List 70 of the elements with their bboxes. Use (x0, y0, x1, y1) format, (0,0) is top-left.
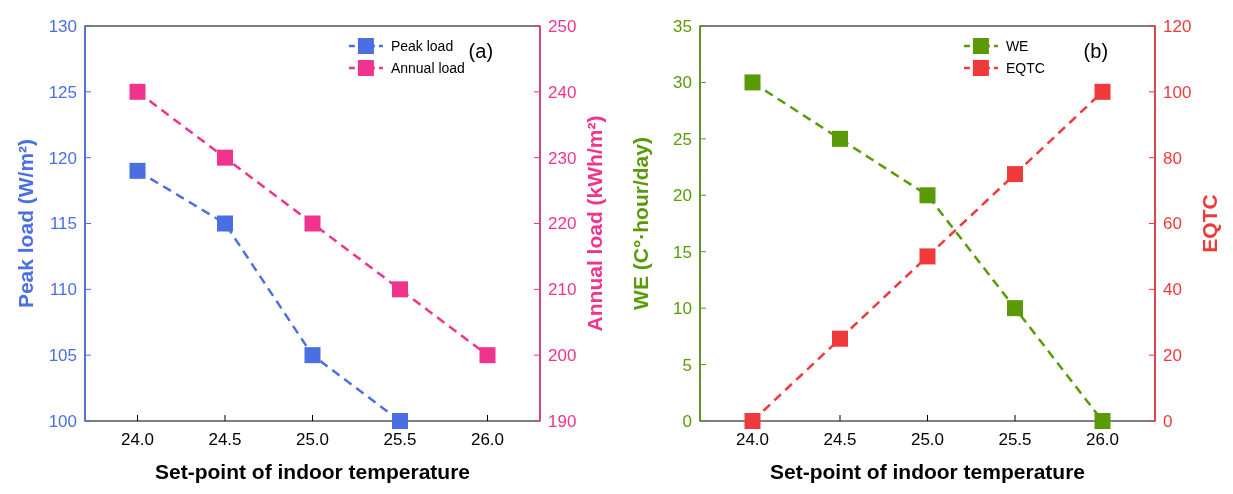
y-tick-label: 110 (49, 280, 77, 300)
point (1007, 166, 1023, 183)
y2-tick-label: 190 (548, 411, 577, 431)
point (217, 149, 233, 166)
x-tick-label: 26.0 (1085, 430, 1120, 449)
x-tick-label: 24.5 (823, 430, 857, 449)
point (744, 413, 761, 429)
y-tick-label: 20 (673, 186, 692, 206)
y-tick-label: 10 (673, 299, 692, 319)
y2-tick-label: 120 (1163, 16, 1192, 36)
y2-tick-label: 230 (548, 148, 577, 168)
y2-tick-label: 200 (548, 346, 577, 366)
x-tick-label: 25.0 (910, 430, 945, 449)
y-tick-label: 115 (49, 214, 77, 234)
point (919, 187, 936, 204)
point (217, 215, 233, 232)
y-tick-label: 35 (673, 16, 692, 36)
x-tick-label: 24.0 (120, 430, 155, 449)
y2-axis-title: EQTC (1198, 194, 1221, 253)
x-tick-label: 26.0 (470, 430, 505, 449)
x-tick-label: 25.0 (295, 430, 330, 449)
point (832, 330, 848, 347)
y-tick-label: 5 (682, 355, 692, 375)
y-axis-title: Peak load (W/m²) (14, 138, 37, 309)
y-tick-label: 105 (48, 346, 77, 366)
y-tick-label: 0 (682, 411, 692, 431)
y-tick-label: 130 (48, 16, 77, 36)
y2-tick-label: 40 (1163, 280, 1182, 300)
legend-label: WE (1005, 37, 1029, 54)
point (392, 281, 408, 298)
point (1094, 83, 1111, 100)
x-tick-label: 24.0 (735, 430, 770, 449)
x-axis-title: Set-point of indoor temperature (770, 460, 1085, 483)
y2-axis-title: Annual load (kWh/m²) (583, 115, 606, 332)
y2-tick-label: 220 (548, 214, 577, 234)
x-tick-label: 25.5 (998, 430, 1032, 449)
annotation: (a) (468, 40, 494, 62)
point (919, 248, 936, 265)
point (832, 130, 848, 147)
point (304, 347, 321, 364)
y2-tick-label: 60 (1163, 214, 1182, 234)
point (304, 215, 321, 232)
x-tick-label: 25.5 (383, 430, 417, 449)
x-tick-label: 24.5 (208, 430, 242, 449)
point (392, 413, 408, 429)
x-axis-title: Set-point of indoor temperature (155, 460, 470, 483)
point (1094, 413, 1111, 429)
legend-label: Annual load (390, 59, 465, 76)
y2-tick-label: 0 (1163, 411, 1173, 431)
y-tick-label: 120 (48, 148, 77, 168)
y-tick-label: 125 (48, 82, 77, 102)
y2-tick-label: 250 (548, 16, 577, 36)
y-tick-label: 100 (48, 411, 77, 431)
y-tick-label: 15 (673, 242, 692, 262)
annotation: (b) (1083, 40, 1109, 62)
y2-tick-label: 210 (548, 280, 577, 300)
point (744, 74, 761, 91)
point (129, 162, 146, 179)
y2-tick-label: 80 (1163, 148, 1182, 168)
point (1007, 300, 1023, 317)
y2-tick-label: 100 (1163, 82, 1192, 102)
point (479, 347, 496, 364)
y-tick-label: 30 (673, 73, 692, 93)
legend-label: EQTC (1005, 59, 1045, 76)
point (129, 83, 146, 100)
y-tick-label: 25 (673, 129, 692, 149)
legend-label: Peak load (390, 37, 454, 54)
y2-tick-label: 240 (548, 82, 577, 102)
y2-tick-label: 20 (1163, 346, 1182, 366)
y-axis-title: WE (C°·hour/day) (629, 137, 652, 310)
